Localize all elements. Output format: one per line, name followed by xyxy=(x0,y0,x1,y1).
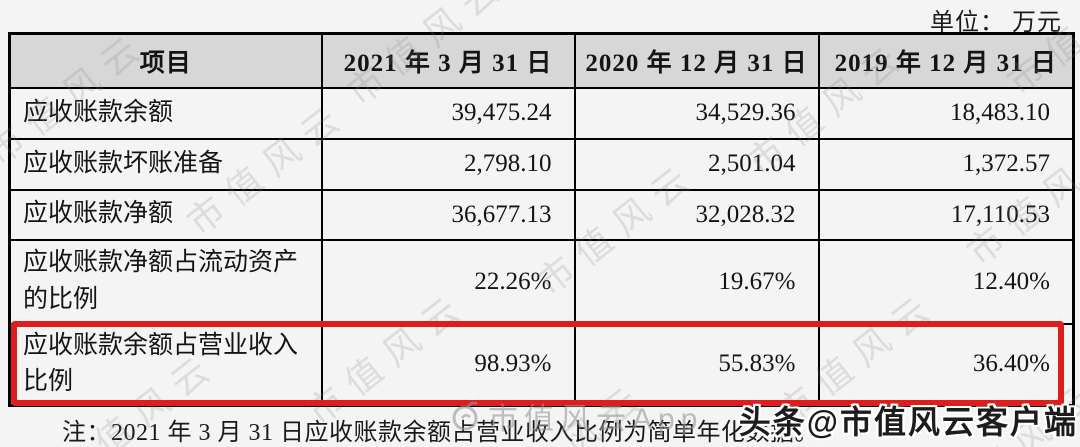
cell-value: 22.26% xyxy=(320,238,576,325)
cell-value: 2,798.10 xyxy=(320,137,576,191)
cell-value: 32,028.32 xyxy=(573,188,820,241)
row-label: 应收账款坏账准备 xyxy=(8,137,323,191)
footnote: 注：2021 年 3 月 31 日应收账款余额占营业收入比例为简单年化数据。 xyxy=(62,420,819,446)
table-row: 应收账款坏账准备 2,798.10 2,501.04 1,372.57 xyxy=(8,137,1075,191)
table-row: 应收账款净额占流动资产的比例 22.26% 19.67% 12.40% xyxy=(8,238,1075,325)
cell-value: 98.93% xyxy=(320,322,576,407)
cell-value: 36,677.13 xyxy=(320,188,576,241)
header-date-2019: 2019 年 12 月 31 日 xyxy=(817,32,1075,89)
cell-value: 18,483.10 xyxy=(817,86,1075,140)
header-item: 项目 xyxy=(8,32,323,89)
cell-value: 2,501.04 xyxy=(573,137,820,191)
table-row-highlighted: 应收账款余额占营业收入比例 98.93% 55.83% 36.40% xyxy=(8,322,1075,407)
cell-value: 39,475.24 xyxy=(320,86,576,140)
cell-value: 17,110.53 xyxy=(817,188,1075,241)
row-label: 应收账款余额 xyxy=(8,86,323,140)
table-row: 应收账款净额 36,677.13 32,028.32 17,110.53 xyxy=(8,188,1075,241)
cell-value: 36.40% xyxy=(817,322,1075,407)
row-label: 应收账款净额 xyxy=(8,188,323,241)
cell-value: 55.83% xyxy=(573,322,820,407)
cell-value: 12.40% xyxy=(817,238,1075,325)
cell-value: 34,529.36 xyxy=(573,86,820,140)
cell-value: 1,372.57 xyxy=(817,137,1075,191)
cell-value: 19.67% xyxy=(573,238,820,325)
table-row: 应收账款余额 39,475.24 34,529.36 18,483.10 xyxy=(8,86,1075,140)
unit-label: 单位： 万元 xyxy=(930,10,1062,36)
table-header-row: 项目 2021 年 3 月 31 日 2020 年 12 月 31 日 2019… xyxy=(8,32,1075,89)
row-label: 应收账款净额占流动资产的比例 xyxy=(8,238,323,325)
header-date-2021: 2021 年 3 月 31 日 xyxy=(320,32,576,89)
receivables-table: 项目 2021 年 3 月 31 日 2020 年 12 月 31 日 2019… xyxy=(8,32,1075,407)
row-label: 应收账款余额占营业收入比例 xyxy=(8,322,323,407)
header-date-2020: 2020 年 12 月 31 日 xyxy=(573,32,820,89)
